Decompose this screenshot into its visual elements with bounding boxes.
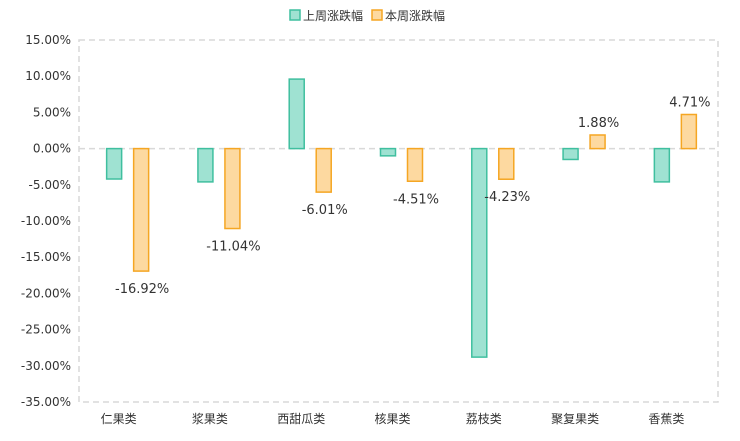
x-tick-label: 浆果类 [192,411,228,426]
y-tick-label: -5.00% [29,178,71,192]
y-tick-label: -25.00% [21,323,71,337]
data-label: -4.51% [393,192,439,207]
bar-last-week [471,147,488,358]
bar-last-week [653,147,671,183]
x-axis: 仁果类 浆果类 西甜瓜类 核果类 荔枝类 聚复果类 香蕉类 [101,411,685,426]
x-tick-label: 聚复果类 [551,412,599,426]
legend-label: 上周涨跌幅 [303,8,363,23]
plot-frame [78,39,719,403]
y-tick-label: 5.00% [33,105,71,119]
legend-swatch [289,9,301,21]
data-label: 1.88% [578,116,619,131]
data-label: 4.71% [669,95,710,110]
y-tick-label: 15.00% [25,33,71,47]
data-label: -11.04% [206,240,260,255]
x-tick-label: 荔枝类 [466,411,502,426]
legend-swatch [371,9,383,21]
y-tick-label: -10.00% [21,214,71,228]
y-tick-label: 10.00% [25,69,71,83]
x-tick-label: 核果类 [374,412,410,426]
y-tick-label: -15.00% [21,250,71,264]
plot-border [78,39,719,403]
data-label: -16.92% [115,282,169,297]
bar-last-week [197,147,214,183]
bar-this-week [589,134,606,150]
bar-this-week [132,147,150,272]
bar-this-week [224,147,241,230]
y-axis: 15.00% 10.00% 5.00% 0.00% -5.00% -10.00% -15.0… [21,33,71,409]
bar-this-week [315,147,332,193]
legend: 上周涨跌幅 本周涨跌幅 [289,8,445,23]
data-labels: -16.92% -11.04% -6.01% -4.51% -4.23% 1.88% 4.7… [115,95,711,297]
y-tick-label: 0.00% [33,142,71,156]
bar-this-week [406,147,424,183]
y-tick-label: -20.00% [21,286,71,300]
data-label: -4.23% [484,190,530,205]
bar-last-week [105,147,123,180]
bar-this-week [680,113,698,150]
y-tick-label: -35.00% [21,395,71,409]
data-label: -6.01% [302,203,348,218]
bar-last-week [288,78,305,150]
y-tick-label: -30.00% [21,359,71,373]
x-tick-label: 西甜瓜类 [277,412,325,426]
x-tick-label: 香蕉类 [648,412,684,426]
bar-last-week [379,147,397,157]
x-tick-label: 仁果类 [101,412,137,426]
bar-this-week [498,147,515,180]
bars [105,78,698,358]
bar-last-week [562,147,579,161]
legend-label: 本周涨跌幅 [385,8,445,23]
